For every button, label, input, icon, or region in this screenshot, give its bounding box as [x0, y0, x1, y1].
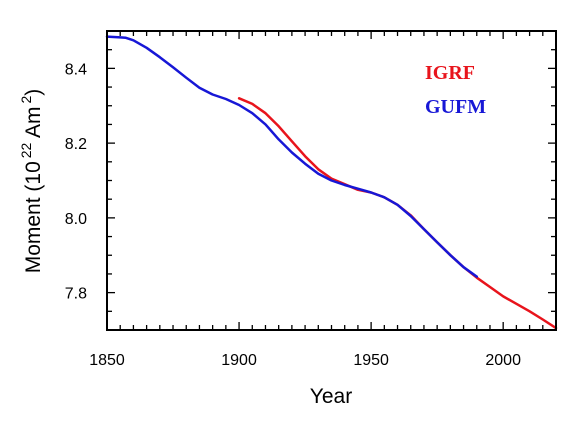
legend-igrf: IGRF	[425, 62, 475, 84]
y-axis-title-exponent-1: 22	[18, 142, 34, 158]
x-tick-label: 1950	[353, 352, 389, 369]
y-axis-title-exponent-2: 2	[18, 95, 34, 103]
x-tick-label: 1850	[89, 352, 125, 369]
y-tick-label: 8.2	[65, 136, 87, 153]
series-line-gufm	[105, 35, 479, 278]
y-tick-label: 8.4	[65, 61, 87, 78]
legend: IGRF GUFM	[425, 62, 486, 118]
y-tick-label: 8.0	[65, 211, 87, 228]
y-axis-title: Moment (10 22 Am 2)	[18, 89, 45, 274]
x-tick-label: 2000	[485, 352, 521, 369]
legend-gufm: GUFM	[425, 96, 486, 118]
x-axis-title: Year	[310, 385, 352, 408]
y-axis-title-middle: Am	[22, 106, 45, 142]
x-tick-label: 1900	[221, 352, 257, 369]
y-axis-title-prefix: Moment (10	[22, 161, 45, 273]
series-lines	[105, 35, 558, 330]
series-line-igrf	[237, 97, 558, 330]
y-axis-title-suffix: )	[22, 89, 45, 96]
tick-labels: 1850 1900 1950 2000 7.8 8.0 8.2 8.4	[65, 61, 521, 369]
plot-frame	[106, 30, 557, 331]
y-tick-label: 7.8	[65, 286, 87, 303]
